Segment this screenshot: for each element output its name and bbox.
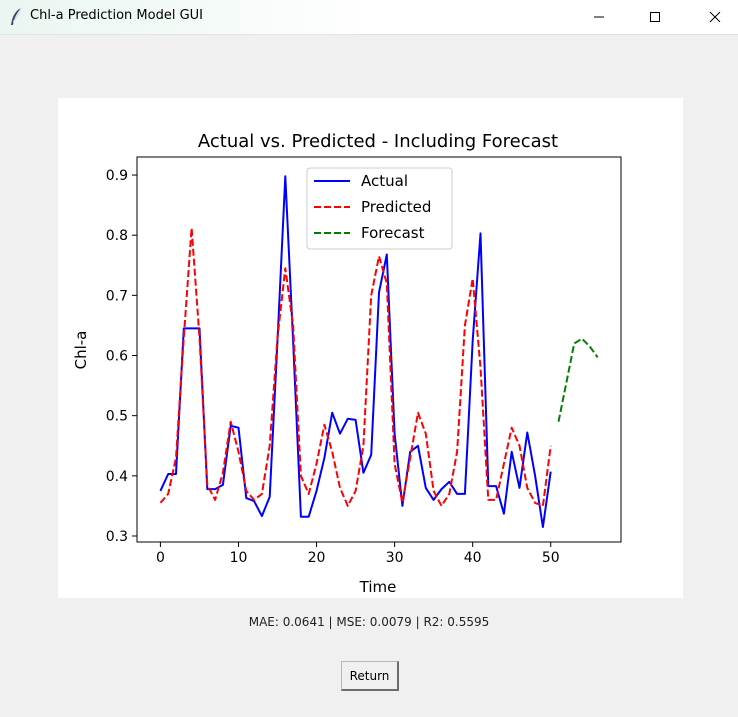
y-tick-label: 0.4 bbox=[106, 469, 128, 485]
minimize-icon bbox=[594, 16, 604, 18]
chart-title: Actual vs. Predicted - Including Forecas… bbox=[198, 131, 558, 152]
series-line-forecast bbox=[557, 337, 599, 422]
close-icon bbox=[709, 11, 721, 23]
y-tick-label: 0.6 bbox=[106, 349, 128, 365]
x-tick-label: 10 bbox=[230, 550, 248, 566]
legend: Actual Predicted Forecast bbox=[306, 167, 453, 250]
legend-label-predicted: Predicted bbox=[361, 198, 431, 216]
maximize-button[interactable] bbox=[632, 0, 678, 34]
legend-box bbox=[306, 167, 453, 250]
plot-frame bbox=[136, 156, 622, 543]
window-title: Chl-a Prediction Model GUI bbox=[30, 8, 204, 23]
y-tick-label: 0.3 bbox=[106, 529, 128, 545]
chart-figure: Actual vs. Predicted - Including Forecas… bbox=[58, 98, 683, 598]
y-tick-label: 0.8 bbox=[106, 228, 128, 244]
y-tick-label: 0.5 bbox=[106, 409, 128, 425]
series-line-actual bbox=[159, 175, 552, 528]
x-tick-label: 30 bbox=[386, 550, 404, 566]
x-tick-label: 40 bbox=[464, 550, 482, 566]
close-button[interactable] bbox=[692, 0, 738, 34]
maximize-icon bbox=[650, 12, 660, 22]
series-line-predicted bbox=[159, 227, 552, 507]
x-tick-label: 0 bbox=[156, 550, 165, 566]
legend-label-forecast: Forecast bbox=[361, 224, 425, 242]
legend-label-actual: Actual bbox=[361, 172, 408, 190]
feather-icon bbox=[11, 7, 22, 25]
line-chart: Actual vs. Predicted - Including Forecas… bbox=[72, 131, 622, 596]
metrics-text: MAE: 0.0641 | MSE: 0.0079 | R2: 0.5595 bbox=[248, 615, 490, 629]
x-tick-label: 20 bbox=[308, 550, 326, 566]
y-axis-label: Chl-a bbox=[72, 331, 90, 370]
return-button[interactable]: Return bbox=[341, 661, 399, 691]
title-bar: Chl-a Prediction Model GUI bbox=[0, 0, 738, 35]
x-tick-label: 50 bbox=[542, 550, 560, 566]
minimize-button[interactable] bbox=[576, 0, 622, 34]
y-tick-label: 0.7 bbox=[106, 288, 128, 304]
y-tick-label: 0.9 bbox=[106, 168, 128, 184]
x-axis-label: Time bbox=[359, 578, 397, 596]
